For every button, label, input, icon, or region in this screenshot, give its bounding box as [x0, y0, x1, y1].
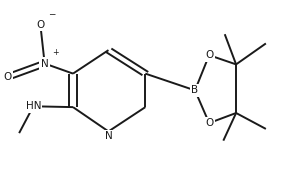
Text: N: N: [41, 58, 48, 69]
Text: O: O: [4, 72, 12, 82]
Text: +: +: [53, 48, 59, 57]
Text: O: O: [205, 118, 213, 128]
Text: O: O: [36, 20, 44, 30]
Text: −: −: [48, 9, 56, 18]
Text: N: N: [105, 131, 112, 141]
Text: B: B: [192, 85, 199, 95]
Text: O: O: [205, 50, 213, 60]
Text: HN: HN: [26, 101, 41, 111]
